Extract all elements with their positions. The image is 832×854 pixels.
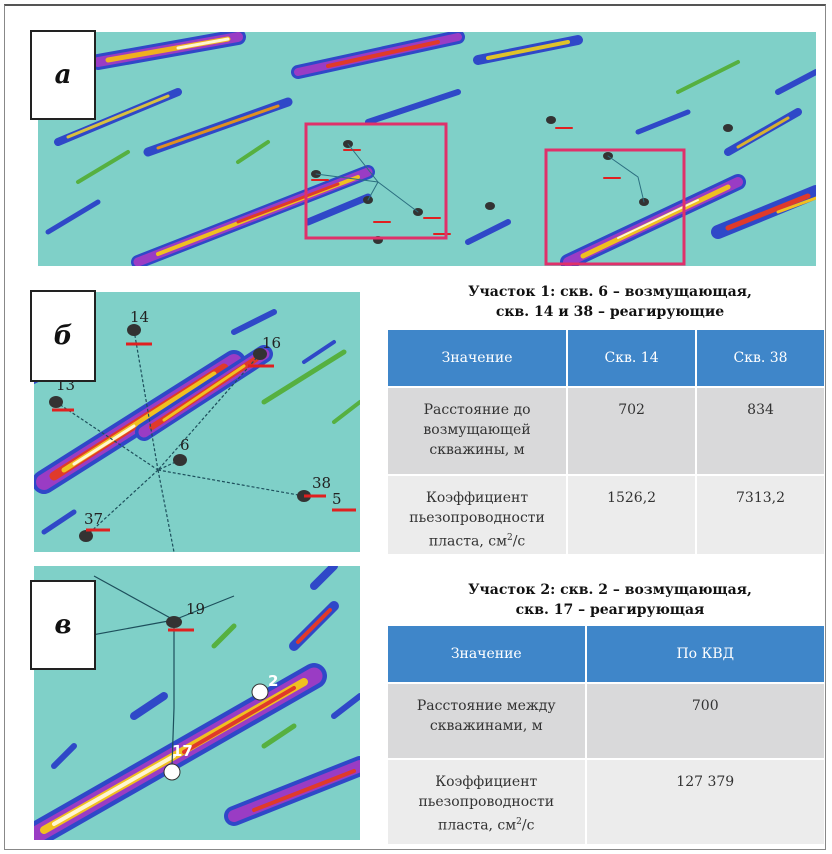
- anomaly-streaks: [45, 32, 816, 266]
- well-16-marker: [253, 348, 267, 360]
- site2-row2-label-sup: 2: [516, 817, 522, 827]
- table-row: Коэффициент пьезопроводности пласта, см2…: [388, 476, 824, 554]
- table-row: Коэффициент пьезопроводности пласта, см2…: [388, 760, 824, 844]
- site1-well-links: [55, 329, 305, 552]
- site1-table-header: Значение Скв. 14 Скв. 38: [388, 330, 824, 386]
- site2-row2-label: Коэффициент пьезопроводности пласта, см2…: [388, 760, 585, 844]
- site2-row2-label-text: Коэффициент пьезопроводности пласта, см: [418, 774, 555, 834]
- site2-map: 19 2 17: [34, 566, 360, 840]
- well-13-marker: [49, 396, 63, 408]
- well-label-38: 38: [312, 474, 331, 492]
- site1-row2-label-text: Коэффициент пьезопроводности пласта, см: [409, 490, 545, 550]
- site2-map-graphic: 19 2 17: [34, 566, 360, 840]
- site2-header-value: Значение: [388, 626, 585, 682]
- well-links: [315, 143, 645, 213]
- well-label-5: 5: [332, 490, 342, 508]
- site2-header-kvd: По КВД: [586, 626, 824, 682]
- panel-label-v: в: [30, 580, 96, 670]
- site1-caption-line2: скв. 14 и 38 – реагирующие: [495, 304, 725, 320]
- site1-caption-line1: Участок 1: скв. 6 – возмущающая,: [468, 284, 752, 300]
- site1-well-ticks: [52, 342, 356, 532]
- site1-caption: Участок 1: скв. 6 – возмущающая, скв. 14…: [390, 282, 830, 322]
- table-row: Расстояние до возмущающей скважины, м 70…: [388, 388, 824, 474]
- site2-highlight-box: [544, 148, 686, 266]
- well-ticks: [311, 127, 621, 235]
- site2-caption-line2: скв. 17 – реагирующая: [515, 602, 705, 618]
- well-19-marker: [166, 616, 182, 628]
- site1-highlight-box: [304, 122, 448, 240]
- site2-row2-value: 127 379: [586, 760, 824, 844]
- site1-header-well38: Скв. 38: [697, 330, 824, 386]
- site1-row2-well14: 1526,2: [568, 476, 696, 554]
- site1-row2-label: Коэффициент пьезопроводности пласта, см2…: [388, 476, 567, 554]
- site1-table: Значение Скв. 14 Скв. 38 Расстояние до в…: [386, 328, 826, 556]
- site2-table: Значение По КВД Расстояние между скважин…: [386, 624, 826, 846]
- site2-row1-value: 700: [586, 684, 824, 758]
- site2-caption: Участок 2: скв. 2 – возмущающая, скв. 17…: [390, 580, 830, 620]
- site1-header-well14: Скв. 14: [568, 330, 696, 386]
- panel-label-a: а: [30, 30, 96, 120]
- site2-table-header: Значение По КВД: [388, 626, 824, 682]
- site1-wells: [49, 324, 311, 542]
- site1-header-value: Значение: [388, 330, 567, 386]
- well-6-marker: [173, 454, 187, 466]
- table-row: Расстояние между скважинами, м 700: [388, 684, 824, 758]
- site1-row2-label-sup: 2: [506, 533, 513, 543]
- well-label-16: 16: [262, 334, 281, 352]
- site1-map-graphic: 14 16 13 6 38 5 37: [34, 308, 360, 552]
- well-2-marker: [251, 683, 269, 701]
- well-markers: [311, 116, 733, 244]
- well-17-marker: [163, 763, 181, 781]
- site2-caption-line1: Участок 2: скв. 2 – возмущающая,: [468, 582, 752, 598]
- well-label-19: 19: [186, 600, 205, 618]
- well-label-6: 6: [180, 436, 190, 454]
- panel-label-b: б: [30, 290, 96, 382]
- site1-row1-well14: 702: [568, 388, 696, 474]
- overview-map-graphic: [45, 32, 816, 266]
- well-label-37: 37: [84, 510, 103, 528]
- site1-row1-label: Расстояние до возмущающей скважины, м: [388, 388, 567, 474]
- well-14-marker: [127, 324, 141, 336]
- well-label-14: 14: [130, 308, 149, 326]
- well-label-2: 2: [268, 672, 278, 690]
- site2-row2-label-unit: /с: [521, 817, 535, 834]
- site2-row1-label: Расстояние между скважинами, м: [388, 684, 585, 758]
- site1-row1-well38: 834: [697, 388, 824, 474]
- overview-map: [38, 32, 816, 266]
- well-label-17: 17: [172, 742, 193, 760]
- site1-row2-label-unit: /с: [512, 533, 526, 550]
- figure-frame: [4, 4, 826, 850]
- well-37-marker: [79, 530, 93, 542]
- site1-row2-well38: 7313,2: [697, 476, 824, 554]
